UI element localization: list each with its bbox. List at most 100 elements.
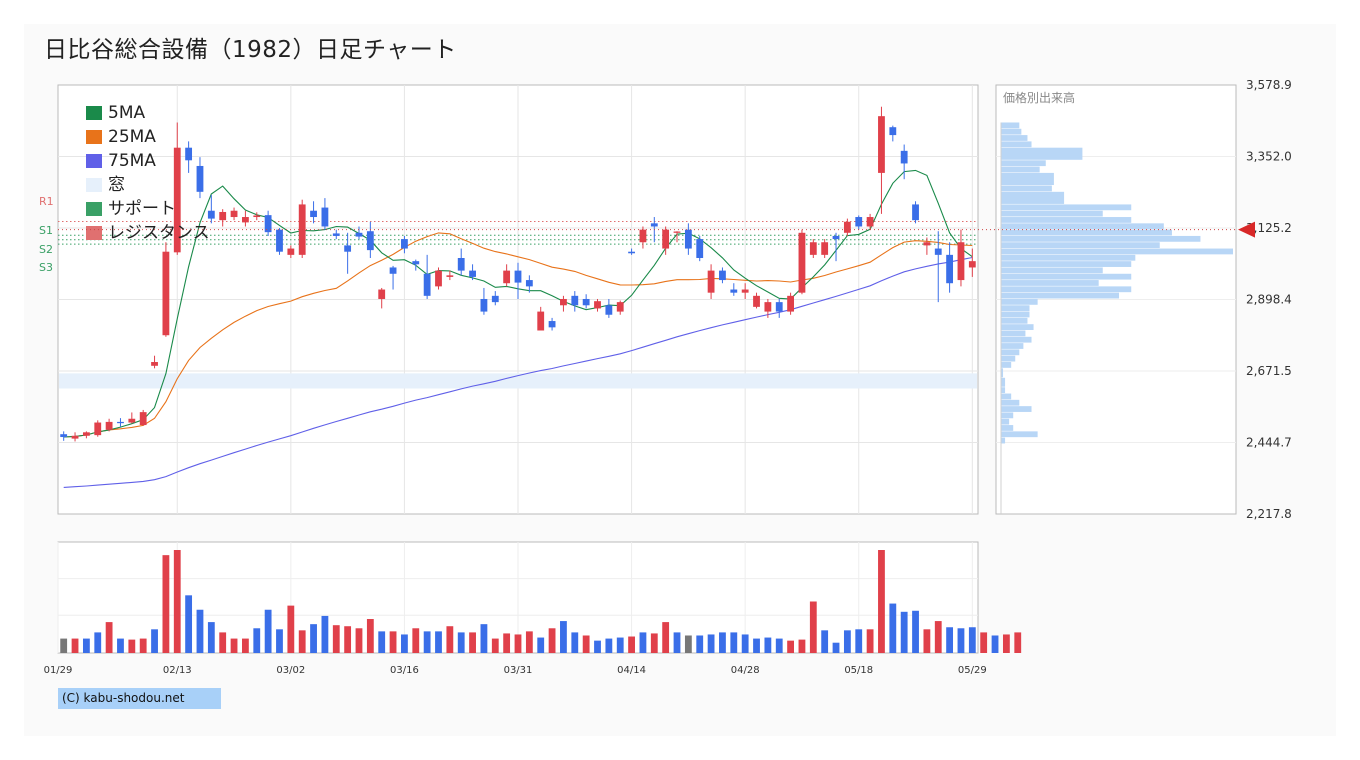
legend-label: 75MA: [108, 151, 156, 171]
volume-bar: [139, 638, 147, 653]
volume-profile-bar: [1001, 425, 1014, 431]
date-tick-label: 05/18: [844, 665, 873, 676]
candle-body: [82, 432, 90, 436]
volume-bar: [196, 609, 204, 653]
candle-body: [185, 147, 193, 161]
volume-profile-bar: [1001, 172, 1054, 186]
candle-body: [957, 242, 965, 281]
volume-bar: [787, 640, 794, 653]
volume-bar: [560, 621, 567, 653]
date-tick-label: 05/29: [958, 665, 987, 676]
candle-body: [207, 210, 215, 219]
volume-bar: [128, 639, 136, 653]
legend-label: サポート: [108, 199, 176, 219]
legend-swatch: [86, 130, 102, 144]
volume-profile-bar: [1001, 305, 1030, 312]
date-tick-label: 03/16: [390, 665, 419, 676]
volume-profile-bar: [1001, 377, 1006, 387]
volume-bar: [980, 632, 988, 653]
volume-bar: [310, 624, 317, 653]
volume-bar: [696, 635, 704, 653]
candle-body: [912, 204, 919, 221]
volume-bar: [401, 634, 408, 653]
volume-bar: [912, 610, 919, 653]
volume-profile-bar: [1001, 267, 1103, 274]
volume-bar: [287, 605, 295, 653]
volume-bar: [82, 638, 90, 653]
volume-profile-bar: [1001, 437, 1006, 444]
volume-bar: [809, 601, 817, 653]
legend-swatch: [86, 202, 102, 216]
candle-body: [934, 248, 942, 255]
volume-bar: [662, 622, 670, 653]
volume-bar: [514, 634, 522, 653]
volume-bar: [389, 631, 397, 653]
legend-swatch: [86, 154, 102, 168]
date-tick-label: 02/13: [163, 665, 192, 676]
candle-body: [843, 221, 851, 233]
volume-bar: [355, 628, 363, 653]
candle-body: [923, 242, 931, 246]
volume-bar: [775, 638, 783, 653]
candle-body: [741, 289, 749, 293]
volume-bar: [276, 629, 283, 653]
volume-bar: [753, 638, 760, 653]
candle-body: [491, 295, 499, 303]
volume-profile-bar: [1001, 292, 1120, 299]
volume-profile-bar: [1001, 412, 1014, 419]
volume-bar: [832, 642, 840, 653]
candle-body: [571, 295, 579, 306]
volume-bar: [843, 630, 851, 653]
volume-profile-bar: [1001, 135, 1028, 141]
date-tick-label: 04/28: [731, 665, 760, 676]
candle-body: [900, 150, 908, 164]
candle-body: [696, 239, 704, 259]
price-tick-label: 3,125.2: [1246, 221, 1292, 235]
volume-bar: [741, 634, 749, 653]
legend-swatch: [86, 226, 102, 240]
candle-body: [798, 232, 806, 293]
volume-bar: [162, 555, 170, 653]
candle-body: [809, 242, 817, 255]
date-tick-label: 03/31: [504, 665, 533, 676]
volume-profile-bar: [1001, 418, 1010, 425]
legend-label: 25MA: [108, 127, 156, 147]
volume-bar: [321, 615, 329, 653]
candle-body: [582, 298, 590, 306]
volume-bar: [366, 619, 374, 653]
volume-bar: [628, 636, 635, 653]
current-price-marker: [1238, 221, 1255, 238]
volume-profile-bar: [1001, 311, 1030, 318]
price-tick-label: 2,444.7: [1246, 436, 1292, 450]
candle-body: [480, 298, 488, 312]
volume-bar: [639, 632, 647, 653]
price-tick-label: 3,352.0: [1246, 150, 1292, 164]
volume-bar: [548, 628, 556, 653]
candle-body: [514, 270, 522, 283]
date-tick-label: 03/02: [276, 665, 305, 676]
candle-body: [151, 362, 158, 366]
price-tick-label: 2,671.5: [1246, 364, 1292, 378]
volume-bar: [1014, 632, 1022, 653]
volume-bar: [616, 637, 624, 653]
volume-bar: [889, 603, 897, 653]
candle-body: [537, 311, 545, 331]
volume-profile-bar: [1001, 336, 1032, 343]
candle-body: [594, 301, 601, 309]
candle-body: [457, 258, 465, 271]
volume-bar: [991, 635, 999, 653]
volume-bar: [1002, 634, 1010, 653]
volume-bar: [435, 631, 442, 653]
volume-bar: [332, 625, 340, 653]
candle-body: [684, 229, 692, 249]
volume-bar: [253, 628, 261, 653]
candle-body: [832, 235, 840, 240]
candle-body: [946, 254, 954, 284]
candle-body: [435, 270, 442, 287]
candle-body: [469, 270, 476, 277]
candle-body: [525, 280, 533, 287]
candle-body: [639, 229, 647, 243]
volume-bar: [503, 633, 511, 653]
candle-body: [968, 261, 976, 268]
volume-profile-bar: [1001, 235, 1201, 242]
